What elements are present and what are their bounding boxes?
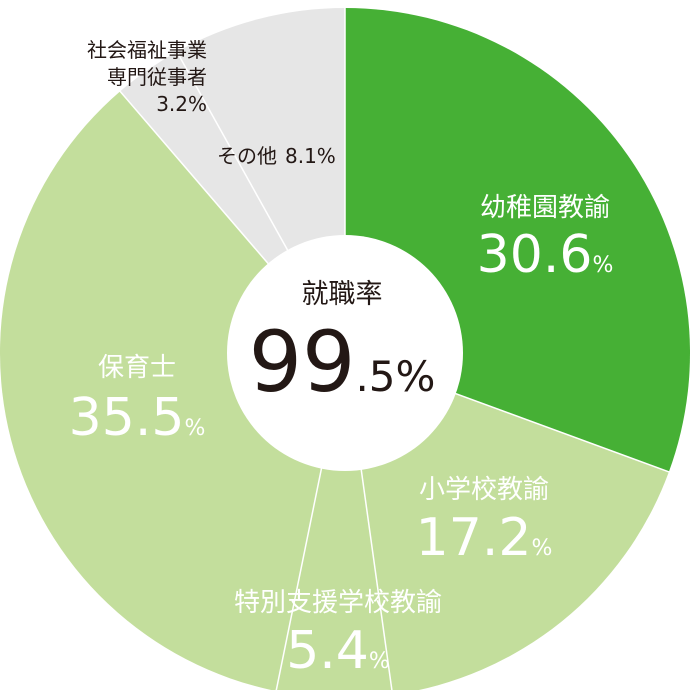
center-title: 就職率 (302, 279, 383, 310)
slice-value-nursery: 35.5% (69, 388, 206, 448)
slice-value-social-welfare: 3.2% (156, 92, 207, 116)
slice-label-special-support: 特別支援学校教諭 (234, 588, 442, 618)
slice-label-elementary: 小学校教諭 (419, 475, 549, 505)
slice-value-kindergarten: 30.6% (477, 225, 614, 285)
center-value: 99.5% (249, 313, 436, 411)
center-hole (227, 235, 463, 471)
slice-label-social-welfare-line2: 専門従事者 (107, 65, 207, 89)
slice-label-social-welfare-line1: 社会福祉事業 (87, 38, 207, 62)
slice-label-other: その他 8.1% (217, 144, 336, 168)
slice-label-nursery: 保育士 (98, 353, 176, 383)
slice-label-kindergarten: 幼稚園教諭 (480, 193, 610, 223)
slice-nursery (0, 91, 345, 690)
slice-value-special-support: 5.4% (286, 621, 390, 681)
slice-special-support (276, 353, 392, 690)
slice-value-elementary: 17.2% (416, 508, 553, 568)
